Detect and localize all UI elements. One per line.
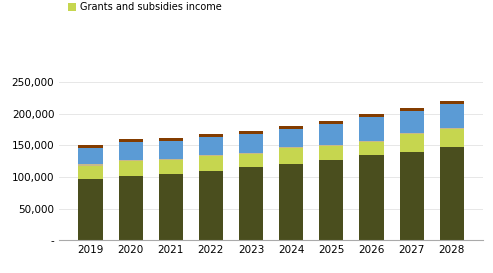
Bar [319,146,344,161]
Bar [239,153,263,154]
Legend: Development & financial contributions, Other income, Grants and subsidies income: Development & financial contributions, O… [64,0,437,16]
Bar [319,124,344,145]
Bar [119,176,142,240]
Bar [400,111,423,133]
Bar [199,137,223,155]
Bar [239,135,263,153]
Bar [400,152,423,240]
Bar [78,148,103,164]
Bar [400,135,423,152]
Bar [159,159,183,160]
Bar [359,142,384,155]
Bar [239,154,263,167]
Bar [119,161,142,176]
Bar [319,145,344,146]
Bar [159,141,183,159]
Bar [78,145,103,148]
Bar [279,147,303,148]
Bar [199,171,223,240]
Bar [159,160,183,174]
Bar [400,108,423,111]
Bar [159,138,183,141]
Bar [359,114,384,117]
Bar [119,142,142,160]
Bar [199,155,223,156]
Bar [359,117,384,141]
Bar [279,126,303,129]
Bar [239,131,263,135]
Bar [400,133,423,135]
Bar [78,165,103,179]
Bar [440,101,464,104]
Bar [78,179,103,240]
Bar [159,174,183,240]
Bar [279,164,303,240]
Bar [279,148,303,164]
Bar [440,128,464,129]
Bar [440,104,464,128]
Bar [199,156,223,171]
Bar [279,129,303,147]
Bar [359,155,384,240]
Bar [119,160,142,161]
Bar [239,167,263,240]
Bar [319,161,344,240]
Bar [440,147,464,240]
Bar [359,141,384,142]
Bar [199,134,223,137]
Bar [119,139,142,142]
Bar [319,121,344,124]
Bar [78,164,103,165]
Bar [440,129,464,147]
